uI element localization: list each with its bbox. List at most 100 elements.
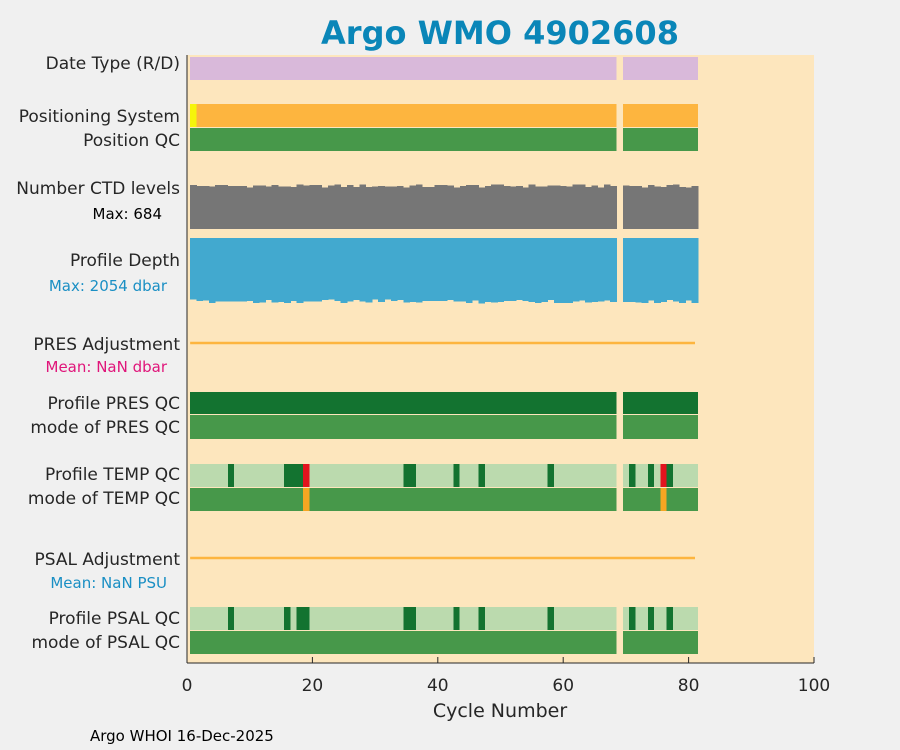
chart-title: Argo WMO 4902608 (321, 14, 679, 52)
row-labels: Date Type (R/D) Positioning System Posit… (16, 54, 180, 653)
ctd-levels-cycle-53 (516, 186, 523, 229)
profile-depth-cycle-38 (422, 238, 429, 302)
ctd-levels-cycle-70 (622, 185, 630, 229)
profile-depth-cycle-48 (484, 238, 492, 302)
profile-depth-cycle-63 (578, 238, 586, 301)
mode-temp-qc-orange-cycle-76 (660, 488, 667, 511)
profile-depth-cycle-78 (672, 238, 680, 302)
profile-depth-cycle-2 (196, 238, 204, 301)
label-date-type: Date Type (R/D) (46, 54, 180, 74)
profile-psal-qc-dark-cycle-19 (303, 607, 310, 630)
profile-depth-cycle-50 (497, 238, 505, 302)
ctd-levels-cycle-13 (265, 186, 273, 229)
ctd-levels-cycle-78 (672, 184, 680, 229)
profile-depth-cycle-11 (252, 238, 260, 304)
profile-depth-cycle-7 (227, 238, 235, 302)
label-profile-psal-qc: Profile PSAL QC (49, 609, 180, 629)
profile-depth-cycle-53 (516, 238, 523, 300)
ctd-levels-cycle-8 (234, 185, 241, 229)
profile-depth-cycle-51 (503, 238, 511, 301)
ctd-levels-cycle-15 (277, 186, 285, 229)
profile-depth-cycle-73 (641, 238, 649, 303)
ctd-levels-cycle-14 (271, 184, 279, 229)
ctd-levels-cycle-60 (560, 185, 567, 229)
profile-depth-cycle-70 (622, 238, 630, 302)
profile-depth-cycle-61 (566, 238, 574, 303)
position-qc-bar-segment-2 (622, 128, 698, 151)
profile-temp-qc-red-cycle-76 (660, 464, 667, 487)
profile-psal-qc-bar-segment-2 (622, 607, 698, 630)
ctd-levels-cycle-79 (679, 186, 686, 229)
profile-depth-cycle-72 (635, 238, 642, 303)
ctd-levels-cycle-29 (365, 187, 373, 229)
profile-depth-cycle-4 (208, 238, 216, 304)
profile-depth-cycle-15 (277, 238, 285, 303)
ctd-levels-cycle-75 (654, 186, 661, 229)
profile-depth-cycle-33 (390, 238, 398, 301)
ctd-levels-cycle-3 (202, 186, 210, 229)
ctd-levels-cycle-27 (353, 187, 360, 229)
position-qc-bar-segment-1 (190, 128, 617, 151)
ctd-levels-cycle-57 (541, 186, 548, 229)
profile-depth-cycle-76 (660, 238, 668, 303)
mode-temp-qc-bar-segment-1 (190, 488, 617, 511)
profile-depth-cycle-37 (415, 238, 423, 303)
ctd-levels-cycle-44 (459, 186, 467, 229)
profile-depth-cycle-24 (334, 238, 342, 302)
ctd-levels-cycle-66 (597, 187, 605, 229)
ctd-levels-cycle-56 (534, 186, 542, 229)
ctd-levels-cycle-9 (240, 185, 247, 229)
profile-depth-cycle-45 (466, 238, 473, 304)
profile-psal-qc-dark-cycle-7 (227, 607, 235, 630)
ctd-levels-cycle-63 (578, 184, 586, 229)
profile-depth-cycle-12 (259, 238, 266, 303)
ctd-levels-cycle-25 (340, 186, 348, 229)
ctd-levels-cycle-26 (346, 185, 354, 229)
label-mode-pres-qc: mode of PRES QC (30, 418, 180, 438)
profile-depth-cycle-18 (296, 238, 304, 304)
profile-depth-cycle-19 (303, 238, 310, 302)
ctd-levels-cycle-46 (472, 185, 479, 229)
label-ctd-max: Max: 684 (93, 205, 162, 223)
ctd-levels-cycle-61 (566, 186, 574, 229)
mode-temp-qc-orange-cycle-19 (303, 488, 310, 511)
ctd-levels-cycle-20 (309, 184, 316, 229)
ctd-levels-cycle-18 (296, 184, 304, 229)
profile-depth-cycle-54 (522, 238, 530, 301)
profile-depth-cycle-26 (346, 238, 354, 302)
profile-depth-cycle-40 (434, 238, 442, 302)
positioning-bar-segment-1 (190, 104, 617, 127)
x-tick-label-0: 0 (182, 676, 193, 696)
profile-temp-qc-dark-cycle-74 (647, 464, 655, 487)
profile-depth-cycle-58 (547, 238, 555, 301)
date-type-bar-segment-1 (190, 57, 617, 80)
profile-depth-cycle-29 (365, 238, 373, 303)
profile-depth-cycle-56 (534, 238, 542, 303)
ctd-levels-cycle-54 (522, 187, 530, 229)
profile-temp-qc-dark-cycle-47 (478, 464, 485, 487)
ctd-levels-cycle-23 (328, 185, 335, 229)
ctd-levels-cycle-30 (371, 186, 379, 229)
ctd-levels-cycle-80 (685, 187, 693, 229)
profile-psal-qc-dark-cycle-18 (296, 607, 303, 630)
plot-area (187, 55, 814, 663)
ctd-levels-cycle-10 (246, 187, 254, 229)
profile-psal-qc-dark-cycle-71 (629, 607, 636, 630)
ctd-levels-cycle-22 (321, 187, 329, 229)
ctd-levels-cycle-28 (359, 184, 367, 229)
x-tick-label-60: 60 (552, 676, 574, 696)
x-tick-label-40: 40 (427, 676, 449, 696)
profile-depth-cycle-75 (654, 238, 661, 304)
ctd-levels-cycle-11 (252, 185, 260, 229)
profile-depth-cycle-57 (541, 238, 548, 302)
ctd-levels-cycle-72 (635, 186, 642, 229)
profile-depth-cycle-27 (353, 238, 360, 300)
profile-depth-cycle-66 (597, 238, 605, 302)
profile-depth-cycle-23 (328, 238, 335, 300)
profile-depth-cycle-41 (440, 238, 448, 302)
profile-depth-cycle-9 (240, 238, 247, 302)
label-profile-pres-qc: Profile PRES QC (47, 394, 180, 414)
ctd-levels-cycle-42 (447, 185, 454, 229)
ctd-levels-cycle-45 (466, 184, 473, 229)
